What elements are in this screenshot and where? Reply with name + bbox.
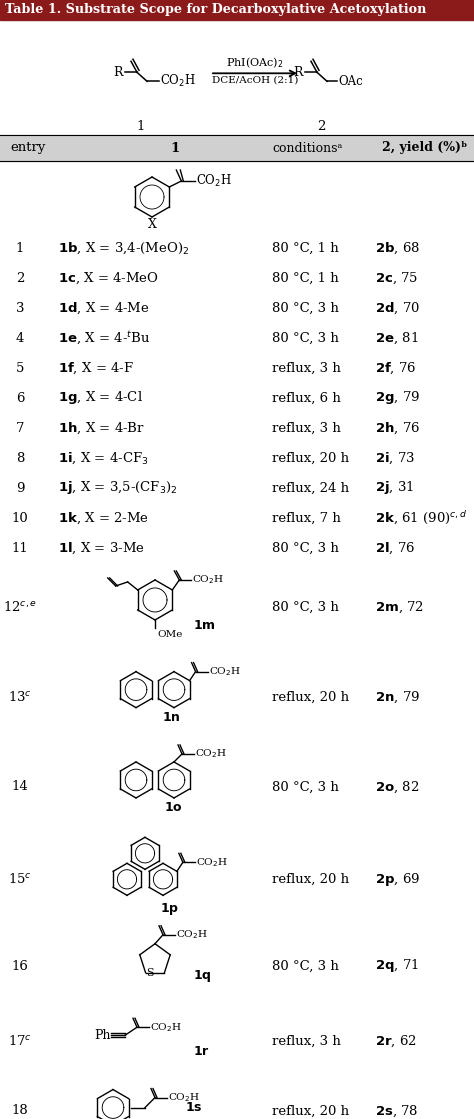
Text: 80 °C, 3 h: 80 °C, 3 h <box>272 959 339 972</box>
Text: 4: 4 <box>16 331 24 345</box>
Text: 10: 10 <box>12 511 28 525</box>
Text: 80 °C, 3 h: 80 °C, 3 h <box>272 301 339 314</box>
Text: $\mathbf{1q}$: $\mathbf{1q}$ <box>193 968 211 984</box>
Text: 5: 5 <box>16 361 24 375</box>
Text: reflux, 6 h: reflux, 6 h <box>272 392 341 404</box>
Text: CO$_2$H: CO$_2$H <box>196 173 232 189</box>
Text: 1: 1 <box>16 242 24 254</box>
Bar <box>0 135 474 161</box>
Text: reflux, 7 h: reflux, 7 h <box>272 511 341 525</box>
Text: $\mathbf{1b}$, X = 3,4-(MeO)$_2$: $\mathbf{1b}$, X = 3,4-(MeO)$_2$ <box>58 241 189 256</box>
Text: $\mathbf{2h}$, 76: $\mathbf{2h}$, 76 <box>375 421 420 435</box>
Text: $\mathbf{1s}$: $\mathbf{1s}$ <box>185 1101 202 1115</box>
Text: OMe: OMe <box>157 630 182 639</box>
Text: reflux, 3 h: reflux, 3 h <box>272 361 341 375</box>
Text: $\mathbf{2m}$, 72: $\mathbf{2m}$, 72 <box>375 600 424 614</box>
Text: reflux, 20 h: reflux, 20 h <box>272 1104 349 1118</box>
Text: reflux, 3 h: reflux, 3 h <box>272 422 341 434</box>
Text: OAc: OAc <box>338 75 363 87</box>
Text: $\mathbf{1m}$: $\mathbf{1m}$ <box>193 620 216 632</box>
Text: 2: 2 <box>16 272 24 284</box>
Text: CO$_2$H: CO$_2$H <box>196 856 228 868</box>
Text: 12$^{c,e}$: 12$^{c,e}$ <box>3 600 37 614</box>
Text: 11: 11 <box>12 542 28 555</box>
Text: CO$_2$H: CO$_2$H <box>150 1021 182 1034</box>
Text: 1: 1 <box>170 141 180 154</box>
Text: $\mathbf{2q}$, 71: $\mathbf{2q}$, 71 <box>375 958 419 975</box>
Text: $\mathbf{2p}$, 69: $\mathbf{2p}$, 69 <box>375 871 420 887</box>
Text: 15$^{c}$: 15$^{c}$ <box>8 872 32 886</box>
Text: PhI(OAc)$_2$: PhI(OAc)$_2$ <box>226 55 283 69</box>
Text: 3: 3 <box>16 301 24 314</box>
Text: $\mathbf{2b}$, 68: $\mathbf{2b}$, 68 <box>375 241 420 256</box>
Text: $\mathbf{2r}$, 62: $\mathbf{2r}$, 62 <box>375 1033 417 1049</box>
Text: $\mathbf{2l}$, 76: $\mathbf{2l}$, 76 <box>375 540 415 556</box>
Text: 80 °C, 3 h: 80 °C, 3 h <box>272 331 339 345</box>
Text: 17$^{c}$: 17$^{c}$ <box>8 1034 32 1049</box>
Text: CO$_2$H: CO$_2$H <box>176 929 208 941</box>
Text: CO$_2$H: CO$_2$H <box>160 73 196 90</box>
Text: 6: 6 <box>16 392 24 404</box>
Text: CO$_2$H: CO$_2$H <box>195 747 227 760</box>
Text: Table 1. Substrate Scope for Decarboxylative Acetoxylation: Table 1. Substrate Scope for Decarboxyla… <box>5 3 427 17</box>
Text: 1: 1 <box>137 121 145 133</box>
Text: $\mathbf{1i}$, X = 4-CF$_3$: $\mathbf{1i}$, X = 4-CF$_3$ <box>58 450 149 466</box>
Text: $\mathbf{1k}$, X = 2-Me: $\mathbf{1k}$, X = 2-Me <box>58 510 149 526</box>
Bar <box>0 0 474 20</box>
Text: 80 °C, 1 h: 80 °C, 1 h <box>272 242 339 254</box>
Text: $\mathbf{2f}$, 76: $\mathbf{2f}$, 76 <box>375 360 417 376</box>
Text: 80 °C, 3 h: 80 °C, 3 h <box>272 601 339 613</box>
Text: 7: 7 <box>16 422 24 434</box>
Text: $\mathbf{1f}$, X = 4-F: $\mathbf{1f}$, X = 4-F <box>58 360 134 376</box>
Text: 8: 8 <box>16 451 24 464</box>
Text: 9: 9 <box>16 481 24 495</box>
Text: 13$^{c}$: 13$^{c}$ <box>8 690 32 704</box>
Text: $\mathbf{2o}$, 82: $\mathbf{2o}$, 82 <box>375 779 419 794</box>
Text: 80 °C, 3 h: 80 °C, 3 h <box>272 780 339 793</box>
Text: $\mathbf{2d}$, 70: $\mathbf{2d}$, 70 <box>375 300 420 316</box>
Text: X: X <box>147 218 156 232</box>
Text: $\mathbf{2c}$, 75: $\mathbf{2c}$, 75 <box>375 271 419 285</box>
Text: reflux, 3 h: reflux, 3 h <box>272 1034 341 1047</box>
Text: $\mathbf{1j}$, X = 3,5-(CF$_3$)$_2$: $\mathbf{1j}$, X = 3,5-(CF$_3$)$_2$ <box>58 480 178 497</box>
Text: S: S <box>146 968 154 978</box>
Text: R: R <box>293 66 303 78</box>
Text: 16: 16 <box>11 959 28 972</box>
Text: CO$_2$H: CO$_2$H <box>168 1091 200 1104</box>
Text: reflux, 20 h: reflux, 20 h <box>272 690 349 704</box>
Text: 80 °C, 3 h: 80 °C, 3 h <box>272 542 339 555</box>
Text: $\mathbf{1l}$, X = 3-Me: $\mathbf{1l}$, X = 3-Me <box>58 540 145 556</box>
Text: $\mathbf{1p}$: $\mathbf{1p}$ <box>161 901 180 918</box>
Text: $\mathbf{1e}$, X = 4-$^{t}$Bu: $\mathbf{1e}$, X = 4-$^{t}$Bu <box>58 329 150 347</box>
Text: $\mathbf{1g}$, X = 4-Cl: $\mathbf{1g}$, X = 4-Cl <box>58 389 143 406</box>
Text: CO$_2$H: CO$_2$H <box>192 574 224 586</box>
Text: 80 °C, 1 h: 80 °C, 1 h <box>272 272 339 284</box>
Text: 2, yield (%)ᵇ: 2, yield (%)ᵇ <box>383 141 468 154</box>
Text: conditionsᵃ: conditionsᵃ <box>273 141 343 154</box>
Text: entry: entry <box>10 141 46 154</box>
Text: 14: 14 <box>12 780 28 793</box>
Text: $\mathbf{2k}$, 61 (90)$^{c,d}$: $\mathbf{2k}$, 61 (90)$^{c,d}$ <box>375 509 468 527</box>
Text: $\mathbf{1n}$: $\mathbf{1n}$ <box>162 712 180 724</box>
Text: 18: 18 <box>12 1104 28 1118</box>
Text: $\mathbf{2e}$, 81: $\mathbf{2e}$, 81 <box>375 330 419 346</box>
Text: 2: 2 <box>317 121 325 133</box>
Text: $\mathbf{2g}$, 79: $\mathbf{2g}$, 79 <box>375 389 420 406</box>
Text: R: R <box>113 66 123 78</box>
Text: reflux, 24 h: reflux, 24 h <box>272 481 349 495</box>
Text: CO$_2$H: CO$_2$H <box>209 665 240 678</box>
Text: $\mathbf{1r}$: $\mathbf{1r}$ <box>193 1045 210 1057</box>
Text: reflux, 20 h: reflux, 20 h <box>272 873 349 885</box>
Text: $\mathbf{2j}$, 31: $\mathbf{2j}$, 31 <box>375 480 414 497</box>
Text: $\mathbf{1h}$, X = 4-Br: $\mathbf{1h}$, X = 4-Br <box>58 421 145 435</box>
Text: $\mathbf{1c}$, X = 4-MeO: $\mathbf{1c}$, X = 4-MeO <box>58 271 159 285</box>
Text: $\mathbf{2i}$, 73: $\mathbf{2i}$, 73 <box>375 450 415 466</box>
Text: $\mathbf{1d}$, X = 4-Me: $\mathbf{1d}$, X = 4-Me <box>58 300 150 316</box>
Text: Ph: Ph <box>95 1028 111 1042</box>
Text: $\mathbf{1o}$: $\mathbf{1o}$ <box>164 801 182 815</box>
Text: $\mathbf{2n}$, 79: $\mathbf{2n}$, 79 <box>375 689 420 705</box>
Text: reflux, 20 h: reflux, 20 h <box>272 451 349 464</box>
Text: DCE/AcOH (2:1): DCE/AcOH (2:1) <box>212 76 298 85</box>
Text: $\mathbf{2s}$, 78: $\mathbf{2s}$, 78 <box>375 1103 419 1119</box>
